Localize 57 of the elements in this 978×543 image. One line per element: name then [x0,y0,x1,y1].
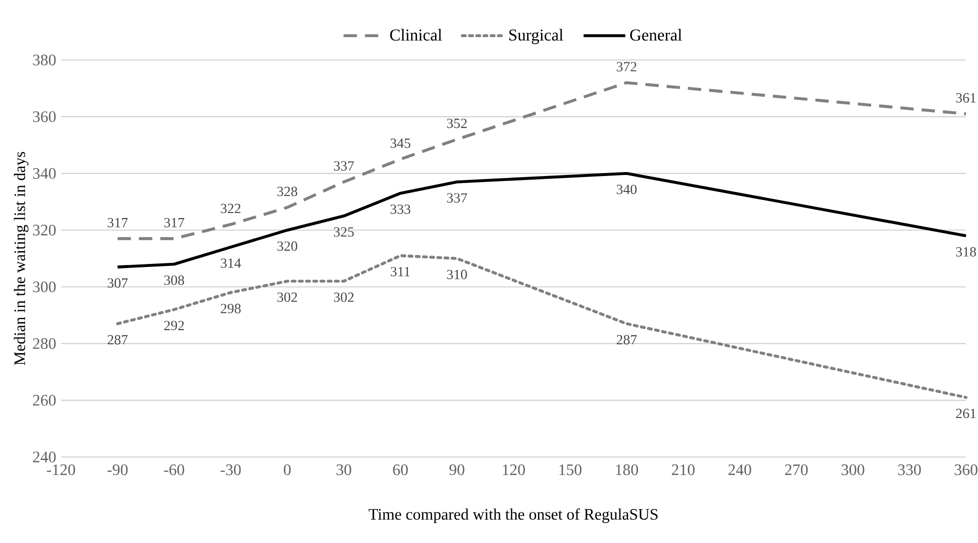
legend-label: Surgical [509,28,564,44]
x-tick-label: 120 [502,464,525,476]
x-tick-label: 330 [898,464,921,476]
x-axis-title: Time compared with the onset of RegulaSUS [368,508,658,524]
data-label: 320 [277,241,298,251]
y-tick-label: 340 [33,168,56,179]
legend-label: Clinical [390,28,442,41]
x-tick-label: 240 [728,464,752,476]
y-tick-label: 300 [33,281,56,292]
data-label: 317 [108,218,128,228]
data-label: 308 [164,275,184,285]
x-tick-label: 60 [393,464,408,476]
data-label: 307 [108,278,128,288]
x-tick-label: -90 [107,464,128,476]
data-label: 311 [390,266,410,276]
y-tick-label: 320 [33,224,56,236]
x-tick-label: 300 [842,464,864,476]
y-tick-label: 360 [33,111,56,122]
data-label: 310 [447,270,467,280]
data-label: 302 [334,292,354,302]
legend-label: General [630,28,682,41]
y-tick-label: 380 [33,54,56,66]
data-label: 333 [390,204,410,214]
data-label: 317 [164,218,184,228]
data-label: 302 [277,292,297,302]
data-label: 361 [956,93,976,103]
data-label: 328 [277,186,298,196]
data-label: 337 [447,193,468,203]
y-axis-title: Median in the waiting list in days [14,152,28,366]
data-label: 287 [616,335,637,344]
data-label: 298 [220,304,241,314]
x-tick-label: 0 [284,464,291,476]
data-label: 322 [220,204,240,214]
x-tick-label: 180 [616,464,638,476]
x-tick-label: 210 [672,464,695,476]
y-tick-label: 260 [33,394,56,406]
data-label: 352 [447,118,467,128]
data-label: 314 [220,258,241,268]
data-label: 292 [164,320,184,330]
data-label: 340 [616,184,637,194]
data-label: 325 [334,227,354,237]
x-tick-label: -60 [164,464,184,476]
y-tick-label: 240 [33,452,56,462]
x-tick-label: 270 [785,464,808,476]
x-tick-label: -120 [46,464,76,476]
x-tick-label: 30 [336,464,352,476]
data-label: 287 [108,335,128,344]
data-label: 318 [956,247,976,257]
data-label: 337 [334,161,354,171]
x-tick-label: 90 [449,464,464,476]
data-label: 261 [956,408,976,418]
data-label: 345 [390,138,410,148]
data-label: 372 [616,62,636,72]
y-tick-label: 280 [33,338,56,349]
x-tick-label: -30 [220,464,241,476]
x-tick-label: 150 [559,464,582,476]
x-tick-label: 360 [954,464,978,476]
